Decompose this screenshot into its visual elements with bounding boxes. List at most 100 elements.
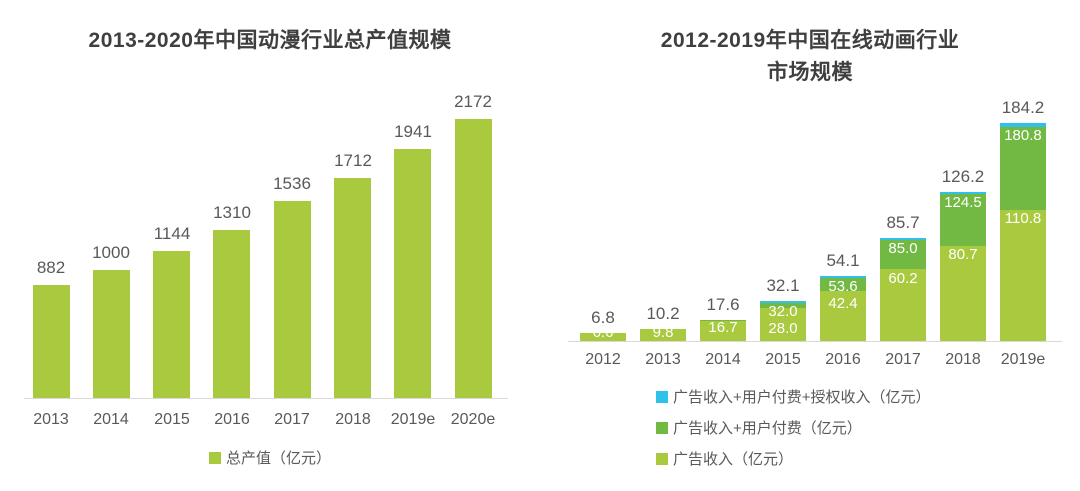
value-label-2020e: 2172	[454, 92, 492, 111]
segment-ad-2017	[880, 269, 926, 341]
segment-licensing-2018	[940, 192, 986, 194]
segment-userfee-2016	[820, 278, 866, 292]
x-tick-label-2019e: 2019e	[390, 411, 436, 428]
x-tick-label-2020e: 2020e	[450, 411, 496, 428]
x-tick-label-2012: 2012	[585, 351, 621, 368]
inside-label-ad-2016: 42.4	[828, 295, 858, 312]
inside-label-ad-2012: 6.6	[592, 324, 614, 341]
total-label-2014: 17.6	[706, 295, 740, 314]
segment-userfee-2017	[880, 240, 926, 270]
segment-ad-2015	[760, 307, 806, 341]
value-label-2015: 1144	[153, 224, 191, 243]
total-label-2016: 54.1	[826, 251, 860, 270]
legend-swatch-icon	[656, 390, 668, 403]
legend-label-2: 广告收入（亿元）	[673, 451, 794, 468]
segment-ad-2019e	[1000, 209, 1046, 341]
segment-licensing-2015	[760, 301, 806, 303]
bar-2018	[334, 178, 371, 398]
legend-item-2: 广告收入（亿元）	[656, 448, 793, 469]
value-label-2019e: 1941	[394, 122, 432, 141]
inside-label-aduser-2017: 85.0	[888, 240, 918, 257]
stacked-bar-2016	[820, 276, 866, 341]
x-tick-label-2017: 2017	[885, 351, 921, 368]
segment-userfee-2018	[940, 194, 986, 246]
bar-2017	[274, 201, 311, 398]
x-tick-label-2016: 2016	[825, 351, 861, 368]
inside-label-ad-2014: 16.7	[708, 319, 738, 336]
chart-right-title-line1: 2012-2019年中国在线动画行业	[660, 29, 960, 52]
stacked-bar-2019e	[1000, 123, 1046, 341]
x-tick-label-2015: 2015	[154, 411, 190, 428]
segment-userfee-2014	[700, 320, 746, 322]
value-label-2014: 1000	[92, 243, 130, 262]
bar-2019e	[394, 149, 431, 398]
value-label-2018: 1712	[334, 151, 372, 170]
total-label-2017: 85.7	[886, 213, 920, 232]
x-tick-label-2014: 2014	[93, 411, 129, 428]
inside-label-ad-2019e: 110.8	[1004, 210, 1042, 227]
stacked-bar-2015	[760, 301, 806, 341]
x-tick-label-2019e: 2019e	[1000, 351, 1046, 368]
segment-ad-2012	[580, 333, 626, 341]
inside-label-aduser-2018: 124.5	[944, 194, 982, 211]
legend-item-1: 广告收入+用户付费（亿元）	[656, 417, 862, 438]
inside-label-ad-2015: 28.0	[768, 320, 798, 337]
x-tick-label-2013: 2013	[645, 351, 681, 368]
value-label-2017: 1536	[273, 174, 311, 193]
x-tick-label-2016: 2016	[214, 411, 250, 428]
segment-licensing-2016	[820, 276, 866, 278]
x-axis-line	[24, 398, 508, 399]
segment-ad-2016	[820, 291, 866, 341]
total-label-2019e: 184.2	[1001, 98, 1045, 117]
inside-label-ad-2017: 60.2	[888, 270, 918, 287]
x-tick-label-2018: 2018	[945, 351, 981, 368]
bar-2014	[93, 270, 130, 398]
legend-swatch-icon	[656, 452, 668, 465]
x-axis-line	[568, 341, 1062, 342]
chart-right-legend: 广告收入+用户付费+授权收入（亿元） 广告收入+用户付费（亿元） 广告收入（亿元）	[656, 386, 931, 469]
x-tick-label-2018: 2018	[335, 411, 371, 428]
stacked-bar-2014	[700, 320, 746, 341]
value-label-2016: 1310	[213, 203, 251, 222]
bar-2020e	[455, 119, 492, 398]
segment-ad-2013	[640, 329, 686, 341]
total-label-2015: 32.1	[766, 276, 800, 295]
segment-ad-2018	[940, 245, 986, 341]
x-tick-label-2015: 2015	[765, 351, 801, 368]
x-tick-label-2013: 2013	[33, 411, 69, 428]
segment-ad-2014	[700, 321, 746, 341]
legend-item-0: 广告收入+用户付费+授权收入（亿元）	[656, 386, 931, 407]
total-label-2012: 6.8	[591, 308, 615, 327]
total-label-2013: 10.2	[646, 304, 680, 323]
legend-item-0: 总产值（亿元）	[208, 447, 331, 468]
inside-label-ad-2018: 80.7	[948, 246, 978, 263]
legend-swatch-icon	[208, 451, 221, 464]
bar-2013	[33, 285, 70, 398]
stacked-bar-2018	[940, 192, 986, 341]
chart-left-plot: 882 2013 1000 2014 1144 2015 1310 2016 1536 2017 1…	[24, 92, 508, 428]
bar-2016	[213, 230, 250, 398]
inside-label-aduser-2019e: 180.8	[1004, 127, 1042, 144]
chart-left-legend: 总产值（亿元）	[0, 447, 540, 468]
legend-label-0: 广告收入+用户付费+授权收入（亿元）	[673, 389, 931, 406]
chart-right-title: 2012-2019年中国在线动画行业 市场规模	[540, 25, 1080, 89]
stacked-bar-2013	[640, 329, 686, 341]
segment-licensing-2019e	[1000, 123, 1046, 128]
chart-right-plot: 6.8 6.6 2012 10.2 9.8 2013 17.6 16.7 2014 32.1 32.…	[540, 0, 1080, 491]
chart-online-animation-market: 2012-2019年中国在线动画行业 市场规模 6.8 6.6 2012 10.2 9.…	[540, 0, 1080, 491]
inside-label-aduser-2016: 53.6	[828, 278, 858, 295]
stacked-bar-2012	[580, 333, 626, 341]
x-tick-label-2014: 2014	[705, 351, 741, 368]
inside-label-aduser-2015: 32.0	[768, 303, 798, 320]
total-label-2018: 126.2	[941, 167, 985, 186]
value-label-2013: 882	[36, 258, 66, 277]
legend-label-0: 总产值（亿元）	[225, 450, 331, 467]
bar-2015	[153, 251, 190, 398]
segment-licensing-2017	[880, 238, 926, 240]
chart-total-output-value: 2013-2020年中国动漫行业总产值规模 882 2013 1000 2014 114…	[0, 29, 540, 468]
stacked-bar-2017	[880, 238, 926, 341]
legend-swatch-icon	[656, 421, 668, 434]
legend-label-1: 广告收入+用户付费（亿元）	[673, 420, 862, 437]
chart-right-title-line2: 市场规模	[767, 61, 853, 84]
